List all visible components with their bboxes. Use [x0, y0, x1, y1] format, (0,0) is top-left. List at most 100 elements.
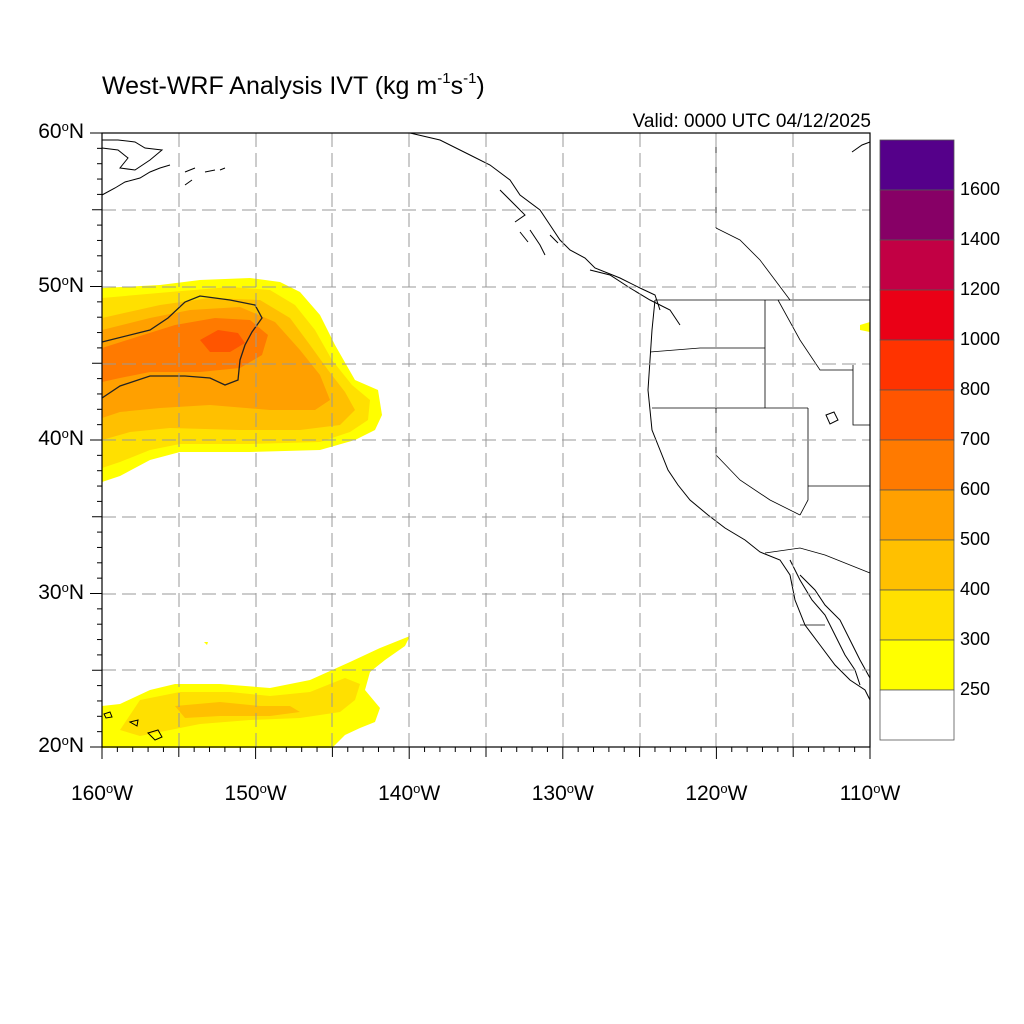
colorbar-swatch: [879, 589, 955, 641]
graticule: [102, 133, 870, 747]
title-text: West-WRF Analysis IVT (kg m: [102, 72, 438, 100]
hemisphere-letter: W: [266, 782, 287, 805]
colorbar-swatch: [879, 239, 955, 291]
hawaii-big-island: [147, 729, 163, 741]
colorbar-swatch: [879, 689, 955, 741]
gulf-of-california-coast: [799, 574, 871, 679]
title-exponent-2: -1: [463, 70, 477, 87]
label-number: 30: [38, 580, 62, 604]
colorbar-swatch: [879, 539, 955, 591]
great-salt-lake: [825, 411, 839, 425]
degree-symbol: o: [61, 426, 69, 441]
vancouver-island-coast: [589, 269, 681, 326]
hemisphere-letter: N: [68, 734, 84, 757]
hawaii-maui: [128, 719, 139, 727]
colorbar-label: 1600: [960, 179, 1001, 199]
colorbar-label: 1400: [960, 229, 1001, 249]
hawaii-oahu: [103, 711, 113, 719]
colorbar-swatch: [879, 189, 955, 241]
east-edge-coast: [851, 141, 871, 153]
label-number: 40: [38, 427, 62, 450]
label-number: 60: [38, 120, 62, 143]
alaska-island-chain: [101, 164, 226, 196]
colorbar-swatch: [879, 439, 955, 491]
lat-label: 20oN: [4, 733, 84, 758]
degree-symbol: o: [566, 781, 575, 796]
label-number: 150: [224, 782, 260, 805]
degree-symbol: o: [61, 733, 69, 748]
colorbar-label: 500: [960, 529, 991, 549]
hemisphere-letter: W: [574, 782, 594, 805]
colorbar-swatch: [879, 139, 955, 191]
lat-label: 60oN: [4, 119, 84, 144]
hemisphere-letter: W: [880, 782, 901, 805]
nevada-utah-border: [799, 408, 809, 516]
colorbar-swatch: [879, 339, 955, 391]
lon-label: 120oW: [666, 781, 766, 806]
ivt-subtropical-field: [102, 636, 410, 748]
axis-ticks: [90, 132, 871, 759]
hemisphere-letter: N: [68, 273, 84, 297]
degree-symbol: o: [413, 781, 421, 796]
california-nevada-border: [715, 408, 801, 516]
lon-label: 160oW: [52, 781, 152, 806]
lon-label: 140oW: [359, 781, 459, 806]
hemisphere-letter: N: [68, 427, 84, 450]
lon-label: 110oW: [820, 781, 920, 806]
ivt-north-pacific-field: [101, 278, 870, 482]
colorbar-swatch: [879, 639, 955, 691]
degree-symbol: o: [720, 781, 728, 796]
colorbar-label: 300: [960, 629, 991, 649]
lat-label: 30oN: [4, 579, 84, 605]
hemisphere-letter: W: [113, 782, 134, 805]
map-title: West-WRF Analysis IVT (kg m-1s-1): [102, 70, 485, 101]
title-exponent-1: -1: [437, 70, 451, 87]
colorbar-label: 1000: [960, 329, 1001, 349]
utah-colorado-border: [852, 365, 870, 426]
alaska-panhandle-islands: [499, 189, 559, 256]
colorbar-label: 600: [960, 479, 991, 499]
label-number: 110: [839, 782, 874, 805]
lon-label: 150oW: [206, 781, 306, 806]
degree-symbol: o: [873, 781, 881, 796]
title-close: ): [476, 72, 485, 100]
ivt-250-blob-east: [860, 322, 870, 332]
degree-symbol: o: [61, 272, 69, 288]
us-west-coast: [647, 299, 871, 701]
degree-symbol: o: [61, 579, 69, 595]
degree-symbol: o: [61, 119, 69, 134]
label-number: 130: [531, 782, 567, 805]
oregon-washington-border: [649, 347, 765, 353]
lat-label: 40oN: [4, 426, 84, 451]
ivt-250-speck: [204, 642, 208, 645]
label-number: 20: [38, 734, 62, 757]
valid-time-label: Valid: 0000 UTC 04/12/2025: [632, 111, 871, 132]
colorbar-label: 1200: [960, 279, 1001, 299]
political-boundaries: [649, 133, 871, 626]
degree-symbol: o: [105, 781, 114, 796]
idaho-montana-border: [777, 299, 853, 371]
alberta-bc-border: [715, 227, 791, 301]
colorbar-label: 700: [960, 429, 991, 449]
hemisphere-letter: N: [68, 580, 84, 604]
hemisphere-letter: W: [727, 782, 748, 805]
ivt-700-contour: [200, 330, 245, 352]
hemisphere-letter: N: [68, 120, 84, 143]
title-text-s: s: [450, 72, 464, 100]
label-number: 50: [38, 273, 62, 297]
lat-label: 50oN: [4, 272, 84, 298]
label-number: 140: [378, 782, 414, 805]
colorbar-label: 250: [960, 679, 991, 699]
ivt-400-contour: [175, 702, 300, 718]
hemisphere-letter: W: [420, 782, 441, 805]
gulf-of-alaska-coast: [409, 132, 661, 311]
alaska-peninsula-coast: [101, 139, 164, 171]
colorbar-swatch: [879, 389, 955, 441]
colorbar-label: 800: [960, 379, 991, 399]
colorbar-label: 400: [960, 579, 991, 599]
colorbar-swatch: [879, 289, 955, 341]
colorbar: [879, 139, 955, 741]
label-number: 120: [685, 782, 721, 805]
lon-label: 130oW: [513, 781, 613, 806]
